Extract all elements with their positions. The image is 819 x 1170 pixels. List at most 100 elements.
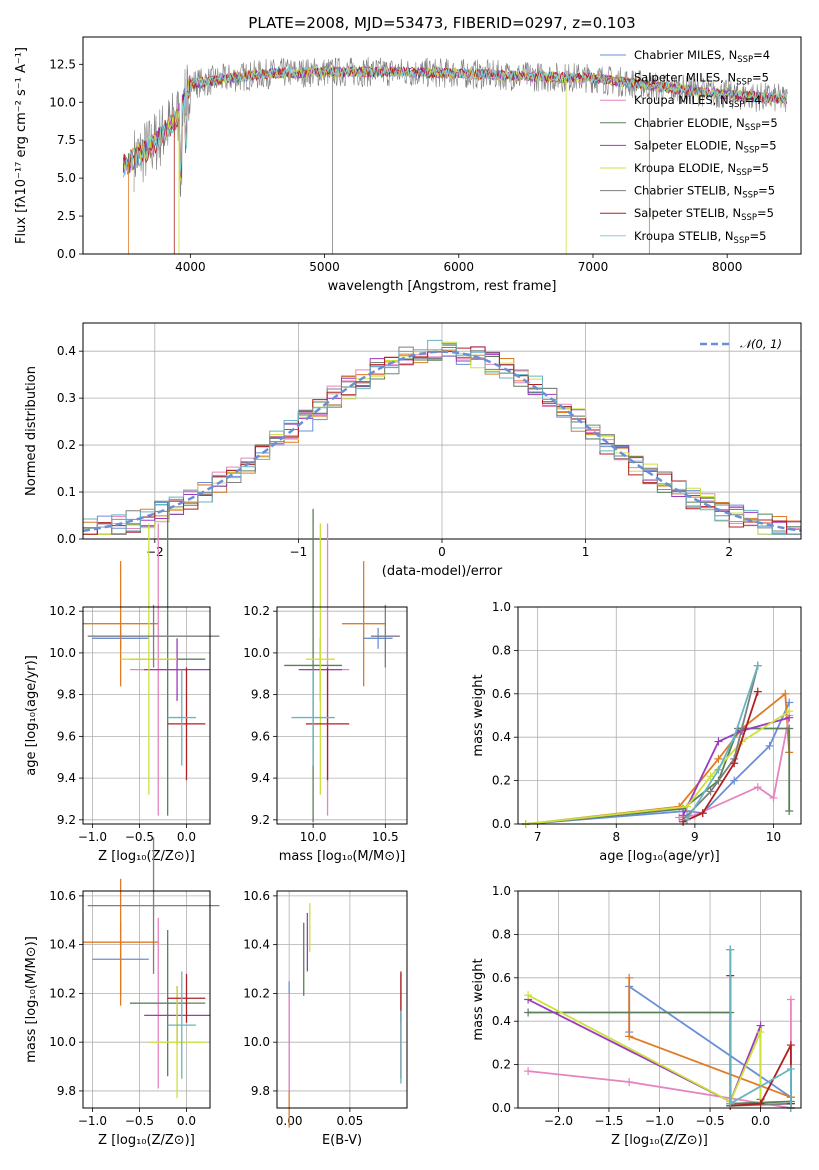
massweight-point [524,1067,533,1076]
legend-entry: Salpeter STELIB, NSSP=5 [634,206,774,223]
legend-entry: Kroupa STELIB, NSSP=5 [634,229,766,246]
x-tick-label: 6000 [444,260,475,274]
y-tick-label: 0.4 [57,344,76,358]
massweight-point [679,817,688,826]
massweight-point [524,991,533,1000]
y-tick-label: 10.6 [49,889,76,903]
massweight-point [714,765,723,774]
y-axis-label: mass weight [471,674,486,756]
massweight-series-line [682,691,759,823]
massweight-point [753,661,762,670]
x-tick-label: −1.5 [594,1114,623,1128]
x-axis-label: wavelength [Angstrom, rest frame] [328,279,557,294]
x-tick-label: −1.0 [645,1114,674,1128]
y-tick-label: 9.8 [251,688,270,702]
y-tick-label: 9.8 [57,688,76,702]
massweight-series-line [729,949,792,1108]
y-tick-label: 0.0 [57,532,76,546]
y-tick-label: 7.5 [57,133,76,147]
x-tick-label: 5000 [309,260,340,274]
y-tick-label: 10.2 [49,604,76,618]
legend-tail: =5 [761,116,778,130]
massweight-point [730,759,739,768]
legend-entry: Salpeter ELODIE, NSSP=5 [634,138,777,155]
axes-frame [82,322,802,540]
y-tick-label: 2.5 [57,209,76,223]
massweight-series-line [525,702,791,825]
x-axis-label: age [log₁₀(age/yr)] [599,849,720,864]
x-tick-label: 0.0 [177,1114,196,1128]
x-axis-label: mass [log₁₀(M/M⊙)] [279,849,406,864]
massweight-point [524,1008,533,1017]
x-axis-label: Z [log₁₀(Z/Z⊙)] [611,1133,708,1148]
massweight-point [756,1028,765,1037]
x-axis-label: Z [log₁₀(Z/Z⊙)] [98,849,195,864]
x-tick-label: 10 [766,830,781,844]
legend-tail: =4 [753,48,770,62]
y-axis-label: mass [log₁₀(M/M⊙)] [24,936,39,1063]
massweight-point [714,737,723,746]
y-tick-label: 9.8 [251,1084,270,1098]
y-tick-label: 9.2 [57,813,76,827]
x-tick-label: 4000 [175,260,206,274]
normal-curve [82,350,802,533]
x-tick-label: 10.5 [372,830,399,844]
y-tick-label: 0.2 [492,1058,511,1072]
legend-sub: SSP [737,55,753,65]
y-tick-label: 10.0 [49,95,76,109]
y-tick-label: 0.8 [492,927,511,941]
y-tick-label: 10.0 [49,1035,76,1049]
y-tick-label: 10.2 [243,986,270,1000]
x-tick-label: −1.0 [78,1114,107,1128]
massweight-point [769,793,778,802]
x-tick-label: 0.05 [337,1114,364,1128]
legend-entry: Chabrier STELIB, NSSP=5 [634,184,775,201]
y-tick-label: 0.4 [492,1014,511,1028]
y-tick-label: 10.2 [49,986,76,1000]
axes-frame [82,606,211,825]
massweight-point [706,787,715,796]
y-tick-label: 10.4 [49,938,76,952]
legend-sub: SSP [729,100,745,110]
x-tick-label: −1.0 [78,830,107,844]
y-axis-label: age [log₁₀(age/yr)] [24,655,39,776]
y-tick-label: 0.4 [492,730,511,744]
legend-tail: =5 [752,71,769,85]
legend-sub: SSP [736,78,752,88]
y-tick-label: 10.0 [243,646,270,660]
x-tick-label: 9 [691,830,699,844]
y-tick-label: 9.4 [251,771,270,785]
y-tick-label: 10.6 [243,889,270,903]
massweight-series-line [527,998,762,1103]
axes-frame [82,890,211,1109]
y-tick-label: 0.6 [492,687,511,701]
legend-sub: SSP [741,213,757,223]
legend-tail: =5 [757,206,774,220]
legend-sub: SSP [742,191,758,201]
x-tick-label: 8 [612,830,620,844]
massweight-point [683,815,692,824]
x-tick-label: 0.0 [751,1114,770,1128]
x-tick-label: 8000 [712,260,743,274]
y-tick-label: 9.6 [251,729,270,743]
massweight-point [675,813,684,822]
residuals-panel: −2 −1 0 1 2 0.0 0.1 0.2 0.3 0.4 (data-model)/error… [24,322,802,579]
y-tick-label: 5.0 [57,171,76,185]
axes-frame [276,606,408,825]
x-axis-label: E(B-V) [322,1133,362,1148]
massweight-point [730,733,739,742]
massweight-point [785,724,794,733]
y-tick-label: 0.3 [57,391,76,405]
y-tick-label: 0.0 [492,817,511,831]
y-tick-label: 1.0 [492,600,511,614]
y-tick-label: 0.8 [492,643,511,657]
massweight-series-line [682,716,790,816]
x-tick-label: −2.0 [544,1114,573,1128]
massweight-point [786,995,795,1004]
x-tick-label: 0.0 [177,830,196,844]
massweight-point [625,1077,634,1086]
x-tick-label: 2 [725,545,733,559]
y-tick-label: 10.0 [49,646,76,660]
y-tick-label: 12.5 [49,57,76,71]
